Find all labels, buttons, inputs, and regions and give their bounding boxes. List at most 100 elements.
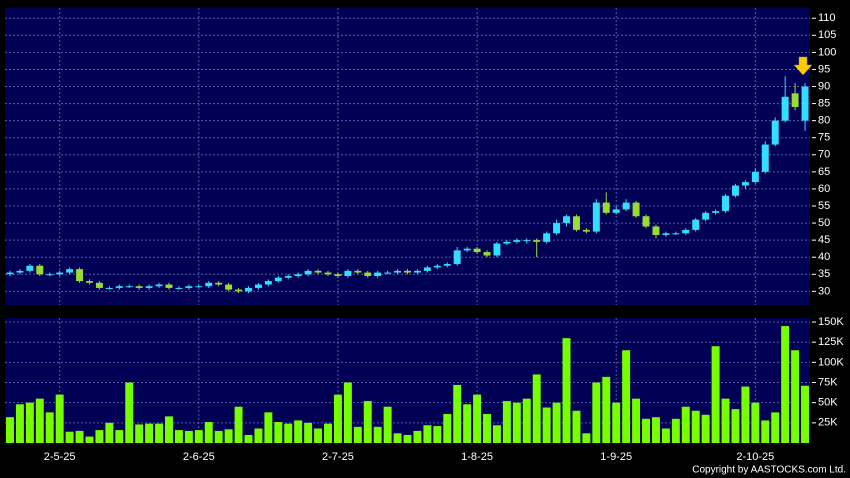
volume-bar [403,434,412,443]
candle-body [582,229,590,232]
candle-body [384,272,392,274]
candle-body [791,93,799,107]
volume-bar [214,430,223,443]
volume-bar [194,430,203,443]
volume-bar [135,424,144,443]
volume-bar [363,401,372,443]
candle-body [165,284,173,288]
candle-body [433,265,441,268]
y-tick-label: 75K [818,376,838,388]
volume-bar [681,406,690,443]
x-tick-label: 1-8-25 [461,451,493,463]
x-tick-label: 2-10-25 [736,451,774,463]
candle-body [612,209,620,213]
y-tick-label: 30 [818,285,830,297]
volume-bar [483,413,491,443]
volume-bar [592,382,601,443]
volume-bar [324,423,332,443]
y-tick-label: 45 [818,234,830,246]
volume-bar [701,414,710,443]
volume-bar [602,376,611,443]
volume-bar [65,431,74,443]
candle-body [215,282,223,285]
volume-bar [512,402,521,443]
candle-body [761,144,769,172]
arrow-marker [793,56,813,76]
candle-body [513,240,521,242]
x-tick-label: 2-7-25 [322,451,354,463]
volume-bar [115,430,124,443]
volume-bar [393,433,402,443]
candle-body [592,202,600,232]
candle-body [284,275,292,278]
y-tick-label: 55 [818,200,830,212]
volume-bar [254,428,263,443]
candle-body [692,219,700,230]
volume-bar [711,346,720,443]
candle-body [682,229,690,234]
candle-body [364,272,372,276]
candle-body [483,252,491,256]
candle-body [56,272,64,275]
candle-body [105,287,113,289]
candle-body [473,248,481,253]
candle-body [304,270,312,275]
candle-body [731,185,739,196]
volume-bar [75,430,84,443]
volume-bar [651,417,660,443]
candle-body [36,265,44,275]
y-tick-label: 50 [818,217,830,229]
volume-bar [95,430,104,443]
y-tick-label: 90 [818,80,830,92]
volume-bar [433,426,442,443]
price-panel [5,8,810,305]
candle-body [632,202,640,217]
volume-bar [244,434,253,443]
y-tick-label: 100 [818,46,836,58]
candle-body [205,282,213,287]
volume-bar [473,394,482,443]
candle-body [185,286,193,288]
y-tick-label: 110 [818,12,836,24]
volume-bar [731,409,740,443]
candle-body [245,287,252,292]
candle-body [324,272,332,275]
volume-bar [165,416,173,443]
volume-bar [542,407,551,443]
volume-bar [125,382,134,443]
candle-body [493,243,501,256]
candle-body [6,272,14,275]
candle-body [572,216,580,230]
volume-bar [632,398,641,443]
candle-body [264,281,272,285]
volume-bar [314,428,323,443]
volume-bar [761,420,770,443]
volume-bar [15,404,24,443]
volume-bar [274,422,283,443]
candle-body [274,277,282,282]
candle-body [622,202,630,210]
volume-bar [174,430,183,443]
candle-body [334,274,342,276]
candle-body [66,269,74,273]
candle-body [294,274,302,276]
candle-body [602,202,610,213]
volume-bar [582,433,591,443]
candle-body [751,171,759,183]
candle-body [135,286,143,288]
candle-body [672,233,680,235]
candle-body [235,289,243,292]
candle-body [46,274,54,276]
y-tick-label: 100K [818,356,844,368]
candle-body [115,286,123,288]
volume-bar [443,413,452,443]
volume-bar [184,430,193,443]
candle-body [503,241,511,244]
volume-bar [343,382,352,443]
volume-bar [333,394,342,443]
volume-bar [612,402,621,443]
copyright: Copyright by AASTOCKS.com Ltd. [692,465,846,476]
volume-bar [642,418,650,443]
volume-bar [383,406,392,443]
candle-body [722,195,730,212]
